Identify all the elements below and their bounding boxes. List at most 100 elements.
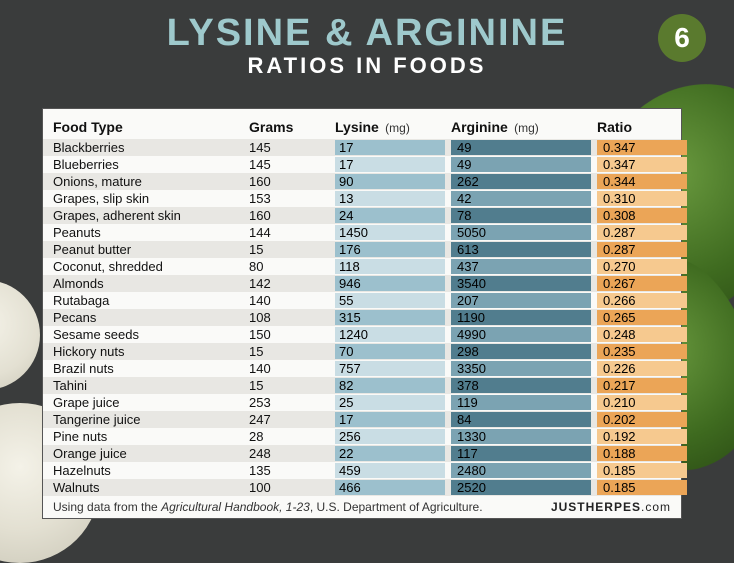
cell-lys: 70 xyxy=(335,344,445,359)
cell-lys: 1240 xyxy=(335,327,445,342)
cell-lys: 55 xyxy=(335,293,445,308)
cell-grams: 28 xyxy=(249,429,329,444)
cell-grams: 15 xyxy=(249,378,329,393)
cell-arg: 1190 xyxy=(451,310,591,325)
table-row: Sesame seeds150124049900.248 xyxy=(43,326,681,343)
cell-lys: 757 xyxy=(335,361,445,376)
source-italic: Agricultural Handbook, 1-23 xyxy=(161,500,310,514)
cell-grams: 160 xyxy=(249,174,329,189)
table-row: Tahini15823780.217 xyxy=(43,377,681,394)
cell-ratio: 0.235 xyxy=(597,344,687,359)
table-row: Pecans10831511900.265 xyxy=(43,309,681,326)
cell-food: Tahini xyxy=(53,378,243,393)
cell-lys: 946 xyxy=(335,276,445,291)
cell-lys: 17 xyxy=(335,140,445,155)
cell-arg: 3350 xyxy=(451,361,591,376)
cell-lys: 90 xyxy=(335,174,445,189)
table-row: Tangerine juice24717840.202 xyxy=(43,411,681,428)
column-header-food: Food Type xyxy=(53,119,243,135)
cell-ratio: 0.270 xyxy=(597,259,687,274)
cell-arg: 613 xyxy=(451,242,591,257)
brand-rest: .com xyxy=(641,500,671,514)
cell-ratio: 0.310 xyxy=(597,191,687,206)
cell-food: Orange juice xyxy=(53,446,243,461)
column-unit: (mg) xyxy=(511,121,539,135)
cell-arg: 207 xyxy=(451,293,591,308)
table-row: Grapes, adherent skin16024780.308 xyxy=(43,207,681,224)
source-text: , U.S. Department of Agriculture. xyxy=(310,500,483,514)
source-text: Using data from the xyxy=(53,500,161,514)
cell-arg: 49 xyxy=(451,140,591,155)
cell-arg: 437 xyxy=(451,259,591,274)
cell-food: Brazil nuts xyxy=(53,361,243,376)
cell-food: Rutabaga xyxy=(53,293,243,308)
cell-grams: 108 xyxy=(249,310,329,325)
cell-arg: 298 xyxy=(451,344,591,359)
cell-food: Tangerine juice xyxy=(53,412,243,427)
cell-grams: 247 xyxy=(249,412,329,427)
cell-lys: 1450 xyxy=(335,225,445,240)
cell-food: Pine nuts xyxy=(53,429,243,444)
cell-grams: 80 xyxy=(249,259,329,274)
page-title: LYSINE & ARGININE xyxy=(0,12,734,55)
page-number-badge: 6 xyxy=(658,14,706,62)
cell-food: Blackberries xyxy=(53,140,243,155)
cell-arg: 42 xyxy=(451,191,591,206)
table-footer: Using data from the Agricultural Handboo… xyxy=(43,496,681,518)
table-row: Almonds14294635400.267 xyxy=(43,275,681,292)
background-vegetable xyxy=(0,280,40,390)
cell-ratio: 0.347 xyxy=(597,140,687,155)
cell-lys: 256 xyxy=(335,429,445,444)
cell-ratio: 0.188 xyxy=(597,446,687,461)
cell-ratio: 0.287 xyxy=(597,242,687,257)
cell-lys: 176 xyxy=(335,242,445,257)
cell-lys: 13 xyxy=(335,191,445,206)
table-header-row: Food TypeGramsLysine (mg)Arginine (mg)Ra… xyxy=(43,115,681,139)
column-header-grams: Grams xyxy=(249,119,329,135)
cell-lys: 82 xyxy=(335,378,445,393)
table-row: Grapes, slip skin15313420.310 xyxy=(43,190,681,207)
column-header-ratio: Ratio xyxy=(597,119,687,135)
cell-lys: 315 xyxy=(335,310,445,325)
cell-food: Peanuts xyxy=(53,225,243,240)
cell-grams: 160 xyxy=(249,208,329,223)
cell-ratio: 0.287 xyxy=(597,225,687,240)
table-row: Blackberries14517490.347 xyxy=(43,139,681,156)
table-row: Grape juice253251190.210 xyxy=(43,394,681,411)
cell-grams: 145 xyxy=(249,157,329,172)
cell-ratio: 0.185 xyxy=(597,463,687,478)
cell-arg: 378 xyxy=(451,378,591,393)
cell-lys: 118 xyxy=(335,259,445,274)
table-row: Onions, mature160902620.344 xyxy=(43,173,681,190)
source-citation: Using data from the Agricultural Handboo… xyxy=(53,500,483,514)
cell-food: Coconut, shredded xyxy=(53,259,243,274)
cell-ratio: 0.347 xyxy=(597,157,687,172)
cell-ratio: 0.185 xyxy=(597,480,687,495)
cell-lys: 24 xyxy=(335,208,445,223)
cell-grams: 15 xyxy=(249,242,329,257)
cell-food: Grapes, adherent skin xyxy=(53,208,243,223)
cell-ratio: 0.210 xyxy=(597,395,687,410)
table-body: Blackberries14517490.347Blueberries14517… xyxy=(43,139,681,496)
cell-ratio: 0.248 xyxy=(597,327,687,342)
cell-grams: 140 xyxy=(249,293,329,308)
table-row: Pine nuts2825613300.192 xyxy=(43,428,681,445)
brand-bold: JUSTHERPES xyxy=(551,500,641,514)
cell-food: Walnuts xyxy=(53,480,243,495)
column-unit: (mg) xyxy=(382,121,410,135)
table-row: Rutabaga140552070.266 xyxy=(43,292,681,309)
table-row: Orange juice248221170.188 xyxy=(43,445,681,462)
cell-arg: 262 xyxy=(451,174,591,189)
cell-arg: 5050 xyxy=(451,225,591,240)
table-row: Peanuts144145050500.287 xyxy=(43,224,681,241)
cell-grams: 144 xyxy=(249,225,329,240)
cell-food: Blueberries xyxy=(53,157,243,172)
cell-grams: 100 xyxy=(249,480,329,495)
column-header-lysine: Lysine (mg) xyxy=(335,119,445,135)
cell-arg: 84 xyxy=(451,412,591,427)
column-header-arginine: Arginine (mg) xyxy=(451,119,591,135)
cell-arg: 49 xyxy=(451,157,591,172)
cell-grams: 135 xyxy=(249,463,329,478)
table-row: Blueberries14517490.347 xyxy=(43,156,681,173)
cell-ratio: 0.265 xyxy=(597,310,687,325)
